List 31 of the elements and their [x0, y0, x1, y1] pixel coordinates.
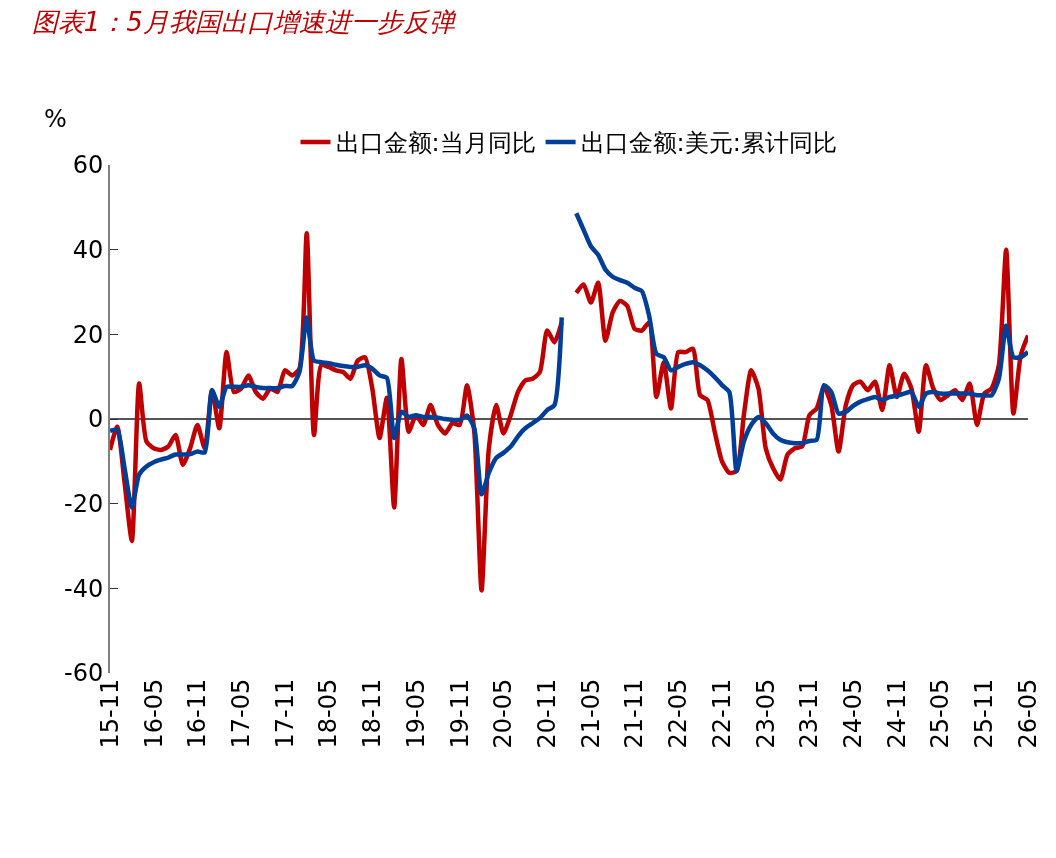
y-tick-label: 0	[87, 405, 104, 434]
x-tick-label: 18-05	[314, 678, 343, 749]
x-tick-label: 25-11	[970, 678, 999, 749]
x-tick-label: 16-11	[183, 678, 212, 749]
x-tick-label: 24-05	[838, 678, 867, 749]
x-tick-label: 20-05	[489, 678, 518, 749]
legend-label: 出口金额:当月同比	[335, 129, 536, 158]
x-tick-label: 19-05	[401, 678, 430, 749]
x-tick-label: 17-11	[270, 678, 299, 749]
y-axis-title: %	[44, 105, 67, 133]
x-tick-label: 19-11	[445, 678, 474, 749]
legend-label: 出口金额:美元:累计同比	[580, 129, 837, 158]
y-tick-label: -40	[64, 574, 104, 603]
y-tick-label: -20	[64, 490, 104, 519]
x-tick-label: 20-11	[532, 678, 561, 749]
x-tick-label: 22-05	[664, 678, 693, 749]
x-tick-label: 17-05	[226, 678, 255, 749]
x-tick-label: 24-11	[882, 678, 911, 749]
x-tick-label: 21-05	[576, 678, 605, 749]
y-tick-label: 40	[72, 236, 104, 265]
y-tick-label: 20	[72, 320, 104, 349]
x-tick-label: 23-05	[751, 678, 780, 749]
chart-title: 图表1：5月我国出口增速进一步反弹	[31, 7, 457, 38]
x-tick-label: 16-05	[139, 678, 168, 749]
x-tick-label: 23-11	[795, 678, 824, 749]
x-tick-label: 21-11	[620, 678, 649, 749]
x-tick-label: 18-11	[358, 678, 387, 749]
x-tick-label: 22-11	[707, 678, 736, 749]
y-tick-label: 60	[72, 151, 104, 180]
x-tick-label: 26-05	[1013, 678, 1042, 749]
x-tick-label: 25-05	[926, 678, 955, 749]
